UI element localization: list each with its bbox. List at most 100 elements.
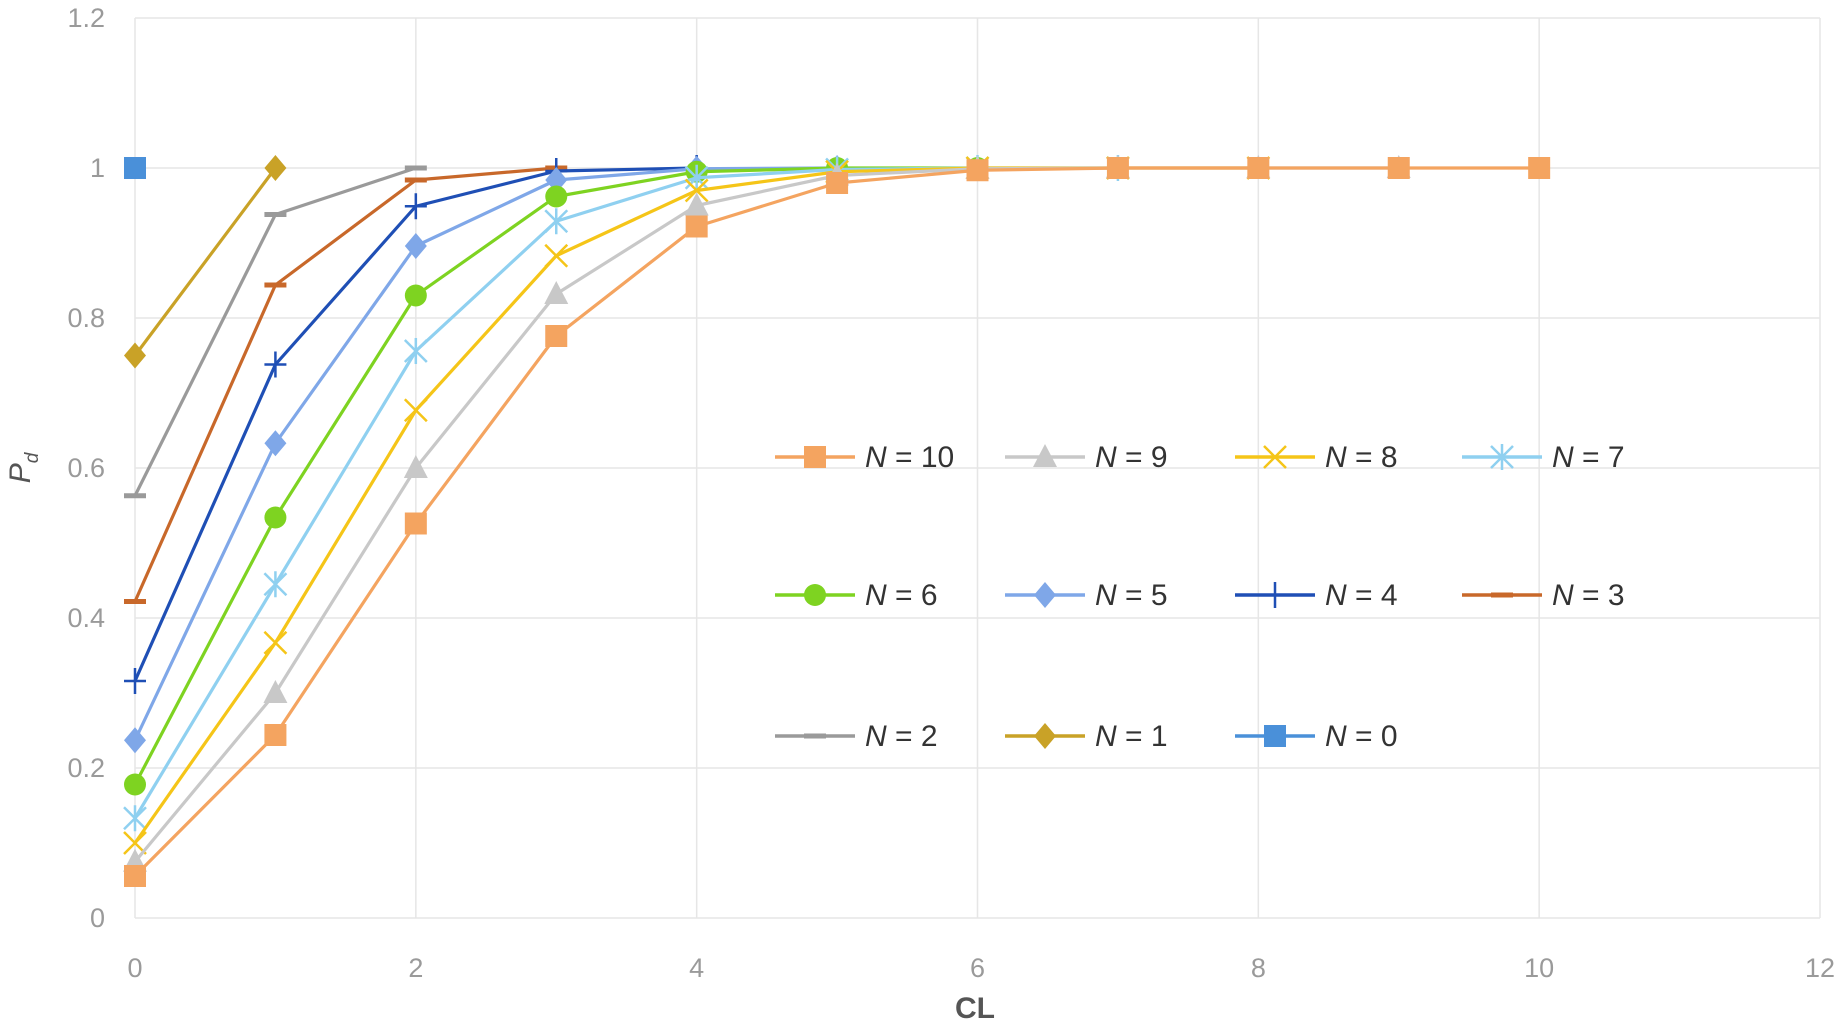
data-point — [124, 865, 146, 887]
legend-label-value: = 5 — [1117, 579, 1168, 612]
data-point — [123, 831, 147, 855]
legend-marker — [1034, 582, 1056, 608]
data-point — [545, 325, 568, 347]
legend-label: N = 7 — [1552, 441, 1625, 474]
data-point — [124, 157, 146, 179]
legend-label: N = 1 — [1095, 720, 1168, 753]
legend-label-var: N — [1095, 720, 1117, 753]
series-line — [133, 166, 1399, 863]
x-axis-label: CL — [955, 992, 995, 1021]
data-point — [966, 159, 989, 182]
x-tick-label: 8 — [1251, 953, 1266, 983]
x-tick-label: 4 — [689, 953, 704, 983]
data-point — [264, 430, 287, 457]
y-tick-label: 0 — [90, 903, 105, 933]
series-n-2 — [124, 165, 427, 499]
legend-marker — [804, 584, 826, 606]
data-point — [124, 493, 146, 499]
legend-label: N = 8 — [1325, 441, 1398, 474]
legend-item: N = 8 — [1235, 441, 1398, 474]
series-line — [133, 166, 838, 741]
data-point — [544, 281, 569, 304]
legend-item: N = 3 — [1462, 579, 1625, 612]
data-point — [1387, 157, 1410, 179]
legend-marker — [804, 446, 826, 468]
series-line — [133, 166, 557, 603]
legend-label: N = 5 — [1095, 579, 1168, 612]
legend-label: N = 0 — [1325, 720, 1398, 753]
y-tick-label: 0.8 — [67, 303, 105, 333]
data-point — [545, 167, 568, 193]
data-point — [263, 680, 288, 703]
data-point — [263, 571, 288, 598]
series-lines — [123, 155, 1551, 887]
legend-label-var: N — [865, 720, 887, 753]
series-line — [133, 167, 277, 357]
legend-marker — [1490, 444, 1514, 470]
x-tick-label: 12 — [1805, 953, 1835, 983]
legend-label-var: N — [865, 579, 887, 612]
legend-label-value: = 0 — [1347, 720, 1398, 753]
data-point — [124, 727, 146, 754]
data-point — [403, 455, 428, 478]
data-point — [544, 208, 569, 235]
y-tick-labels: 0 0.2 0.4 0.6 0.8 1 1.2 — [67, 3, 105, 933]
data-point — [124, 668, 146, 694]
series-line — [133, 166, 1540, 878]
legend-label: N = 4 — [1325, 579, 1398, 612]
data-point — [404, 177, 427, 183]
legend-item: N = 6 — [775, 579, 938, 612]
legend-marker — [1264, 582, 1286, 608]
x-tick-label: 2 — [408, 953, 423, 983]
legend-marker — [1034, 723, 1056, 749]
legend-label-value: = 9 — [1117, 441, 1168, 474]
legend-label: N = 3 — [1552, 579, 1625, 612]
series-line — [133, 166, 1118, 820]
svg-text:Pd: Pd — [4, 451, 43, 483]
data-point — [263, 630, 288, 655]
data-point — [123, 805, 147, 832]
legend-label-var: N — [1095, 441, 1117, 474]
y-tick-label: 1.2 — [67, 3, 105, 33]
legend-label-var: N — [1552, 579, 1574, 612]
series-n-1 — [124, 155, 287, 369]
legend-label-var: N — [1325, 579, 1347, 612]
legend-item: N = 4 — [1235, 579, 1398, 612]
data-point — [1247, 157, 1270, 179]
legend-label-value: = 4 — [1347, 579, 1398, 612]
data-point — [684, 178, 709, 203]
legend-label-value: = 1 — [1117, 720, 1168, 753]
legend-item: N = 7 — [1462, 441, 1625, 474]
legend-label: N = 10 — [865, 441, 954, 474]
legend-label-value: = 6 — [887, 579, 938, 612]
data-point — [264, 212, 287, 217]
data-point — [124, 599, 146, 604]
data-point — [684, 192, 709, 216]
data-point — [404, 193, 427, 220]
data-point — [124, 773, 146, 796]
data-point — [124, 342, 146, 369]
data-point — [264, 155, 287, 181]
series-n-6 — [124, 157, 989, 796]
legend-label-value: = 7 — [1574, 441, 1625, 474]
series-n-10 — [124, 157, 1551, 887]
x-tick-label: 10 — [1524, 953, 1554, 983]
legend-marker — [1491, 592, 1513, 598]
data-point — [545, 185, 568, 208]
legend-item: N = 9 — [1005, 441, 1168, 474]
x-tick-label: 0 — [127, 953, 142, 983]
data-point — [264, 506, 287, 529]
legend-label-value: = 2 — [887, 720, 938, 753]
legend-marker — [1033, 444, 1057, 467]
y-tick-label: 0.2 — [67, 753, 105, 783]
y-axis-label-sub: d — [22, 451, 43, 463]
y-axis-label-main: P — [4, 463, 37, 483]
y-tick-label: 1 — [90, 153, 105, 183]
x-tick-labels: 0 2 4 6 8 10 12 — [127, 953, 1835, 983]
data-point — [1106, 157, 1129, 179]
data-point — [264, 282, 287, 288]
legend-label-var: N — [1095, 579, 1117, 612]
legend-label-var: N — [1325, 720, 1347, 753]
